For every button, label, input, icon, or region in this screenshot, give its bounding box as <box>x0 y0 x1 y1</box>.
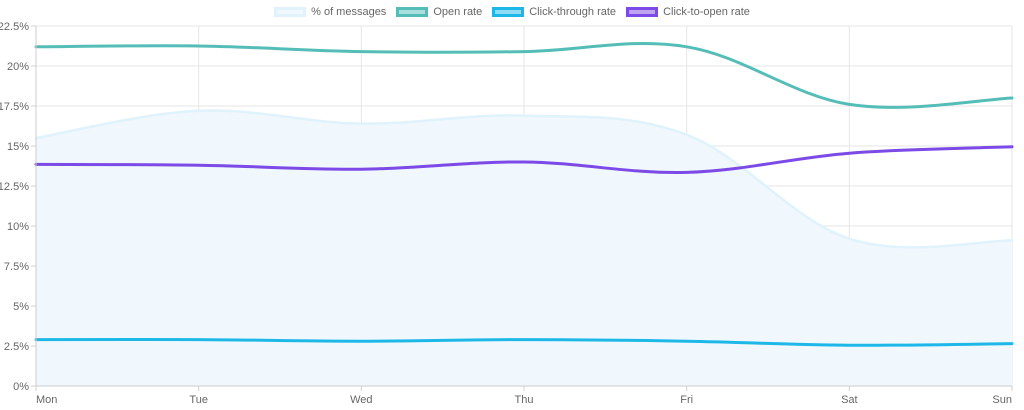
x-tick-label: Fri <box>680 394 693 406</box>
legend-item[interactable]: % of messages <box>274 4 386 20</box>
y-tick-label: 5% <box>13 301 29 313</box>
y-tick-label: 7.5% <box>4 261 29 273</box>
legend-swatch <box>396 7 429 17</box>
y-tick-label: 12.5% <box>0 181 29 193</box>
legend-swatch <box>492 7 525 17</box>
y-tick-label: 22.5% <box>0 21 29 33</box>
x-tick-label: Sat <box>841 394 858 406</box>
area-fills <box>36 110 1012 386</box>
legend-label: % of messages <box>311 6 387 18</box>
chart-legend: % of messages Open rate Click-through rate… <box>0 4 1024 20</box>
legend-item[interactable]: Open rate <box>396 4 482 20</box>
series-0-line <box>34 109 1014 249</box>
y-tick-label: 20% <box>7 61 29 73</box>
y-axis-tick-labels: 0% 2.5% 5% 7.5% 10% 12.5% 15% 17.5% 20% 22.5% <box>0 21 29 393</box>
y-tick-label: 2.5% <box>4 341 29 353</box>
x-tick-label: Tue <box>189 394 208 406</box>
axes <box>31 25 1013 391</box>
legend-swatch <box>626 7 659 17</box>
x-tick-label: Mon <box>36 394 57 406</box>
x-axis-tick-labels: Mon Tue Wed Thu Fri Sat Sun <box>36 394 1012 406</box>
y-tick-label: 17.5% <box>0 101 29 113</box>
series-lines <box>34 42 1014 347</box>
legend-item[interactable]: Click-to-open rate <box>626 4 750 20</box>
series-0-area <box>36 110 1012 386</box>
y-tick-label: 15% <box>7 141 29 153</box>
y-tick-label: 10% <box>7 221 29 233</box>
x-tick-label: Thu <box>515 394 534 406</box>
series-1-line <box>34 42 1014 109</box>
legend-label: Click-to-open rate <box>663 6 750 18</box>
legend-item[interactable]: Click-through rate <box>492 4 616 20</box>
y-tick-label: 0% <box>13 381 29 393</box>
legend-swatch <box>274 7 307 17</box>
x-tick-label: Sun <box>992 394 1012 406</box>
x-tick-label: Wed <box>350 394 372 406</box>
legend-label: Click-through rate <box>529 6 617 18</box>
legend-label: Open rate <box>433 6 483 18</box>
series-2-line <box>34 337 1014 347</box>
series-3-line <box>34 145 1014 175</box>
